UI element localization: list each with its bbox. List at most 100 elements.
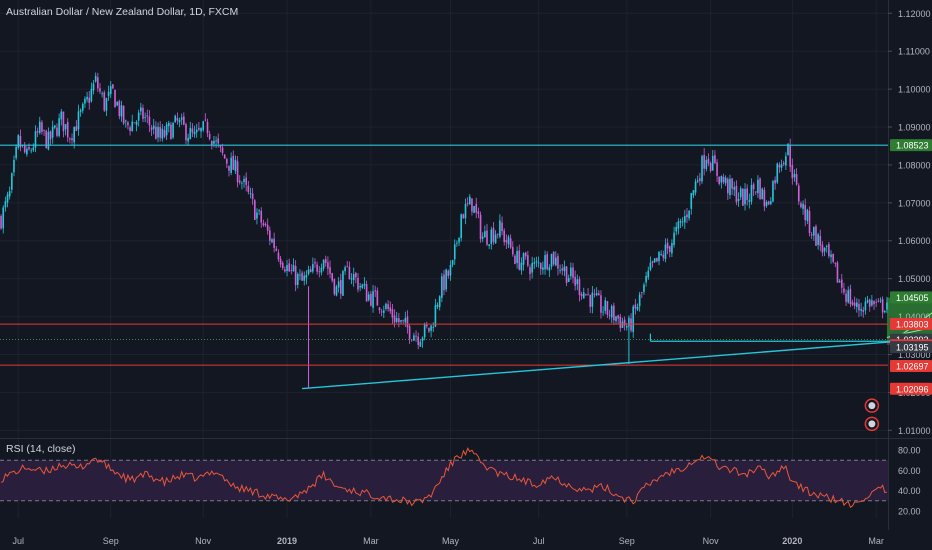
candle-body (458, 237, 460, 243)
candle-body (133, 122, 136, 124)
price-label-box (890, 291, 932, 304)
candle-body (507, 236, 510, 245)
support-trendline[interactable] (302, 337, 932, 390)
rsi-line[interactable] (0, 447, 887, 508)
candle-body (580, 294, 583, 297)
candle-body (415, 335, 417, 337)
candle-body (8, 191, 11, 197)
candle-body (19, 136, 22, 148)
candle-body (623, 319, 626, 326)
candle-body (868, 299, 871, 307)
event-flag-icon[interactable] (864, 416, 880, 432)
candle-body (711, 156, 714, 171)
candle-body (378, 307, 381, 311)
candle-body (593, 293, 596, 295)
candle-body (550, 253, 553, 267)
candle-body (357, 277, 359, 290)
candle-body (761, 188, 764, 200)
candle-body (828, 244, 830, 257)
candle-body (105, 98, 108, 111)
candle-body (425, 324, 428, 327)
candle-body (548, 267, 551, 271)
candle-body (752, 184, 755, 190)
rsi-pane[interactable] (0, 447, 888, 508)
candle-body (587, 293, 589, 295)
price-tick-label: 1.06000 (898, 236, 931, 246)
candle-body (660, 254, 662, 255)
candle-body (120, 105, 123, 117)
candle-body (305, 274, 308, 278)
price-tick-label: 1.01000 (898, 426, 931, 436)
candle-body (245, 177, 248, 185)
candle-body (544, 255, 546, 270)
candle-body (122, 105, 125, 124)
candle-body (529, 267, 531, 275)
candle-body (329, 267, 331, 274)
price-tick-label: 1.10000 (898, 85, 931, 95)
candle-body (879, 300, 882, 302)
main-pane[interactable] (0, 72, 932, 395)
symbol-title[interactable]: Australian Dollar / New Zealand Dollar, … (6, 6, 239, 18)
candle-body (299, 274, 301, 276)
candle-body (365, 284, 368, 302)
candle-body (714, 155, 716, 164)
candle-body (679, 221, 682, 223)
candle-body (28, 146, 30, 150)
candle-body (787, 143, 789, 155)
candle-body (707, 158, 710, 164)
candle-body (234, 159, 237, 172)
rsi-title[interactable]: RSI (14, close) (6, 443, 76, 455)
time-tick-label: Nov (703, 536, 720, 546)
candle-body (316, 264, 318, 272)
candle-body (92, 83, 95, 91)
time-tick-label: Mar (868, 536, 884, 546)
candle-body (333, 279, 336, 295)
price-label-layer: 1.085231.045051.038031.033971.033921.032… (890, 139, 932, 395)
price-label-text: 1.04505 (896, 293, 929, 303)
candle-body (658, 252, 660, 262)
icon-layer[interactable] (864, 398, 880, 432)
price-label-text: 1.08523 (896, 141, 929, 151)
candle-body (185, 124, 187, 141)
candle-body (385, 303, 387, 309)
event-flag-icon[interactable] (864, 398, 880, 413)
candle-body (355, 273, 357, 278)
candle-body (625, 326, 628, 328)
candle-body (428, 327, 430, 332)
candle-body (271, 239, 273, 243)
candle-body (724, 177, 727, 184)
candle-body (699, 178, 701, 181)
candle-body (408, 326, 411, 340)
candle-body (277, 252, 280, 260)
time-tick-label: 2019 (277, 536, 297, 546)
candle-body (346, 266, 349, 268)
candle-body (60, 111, 63, 120)
candle-body (645, 276, 647, 283)
candle-body (785, 156, 787, 166)
candle-body (251, 193, 254, 200)
candle-body (413, 335, 415, 341)
event-flag-core (868, 402, 876, 410)
candle-body (6, 194, 9, 203)
candle-body (189, 128, 192, 140)
price-label-box (890, 359, 932, 372)
candle-body (456, 242, 458, 244)
candle-body (610, 305, 613, 318)
candle-body (778, 164, 781, 168)
price-tick-label: 1.11000 (898, 47, 930, 57)
candle-body (746, 188, 748, 201)
candle-body (155, 126, 157, 139)
candle-body (107, 91, 110, 97)
candle-body (26, 148, 28, 155)
candle-body (387, 304, 389, 309)
candle-body (656, 257, 658, 262)
candle-body (202, 121, 205, 131)
candle-body (17, 135, 20, 148)
candle-body (406, 316, 409, 328)
candle-body (258, 210, 260, 212)
rsi-tick-label: 80.00 (898, 446, 921, 456)
candle-body (866, 300, 869, 303)
candle-body (666, 242, 669, 249)
candle-body (226, 159, 228, 164)
